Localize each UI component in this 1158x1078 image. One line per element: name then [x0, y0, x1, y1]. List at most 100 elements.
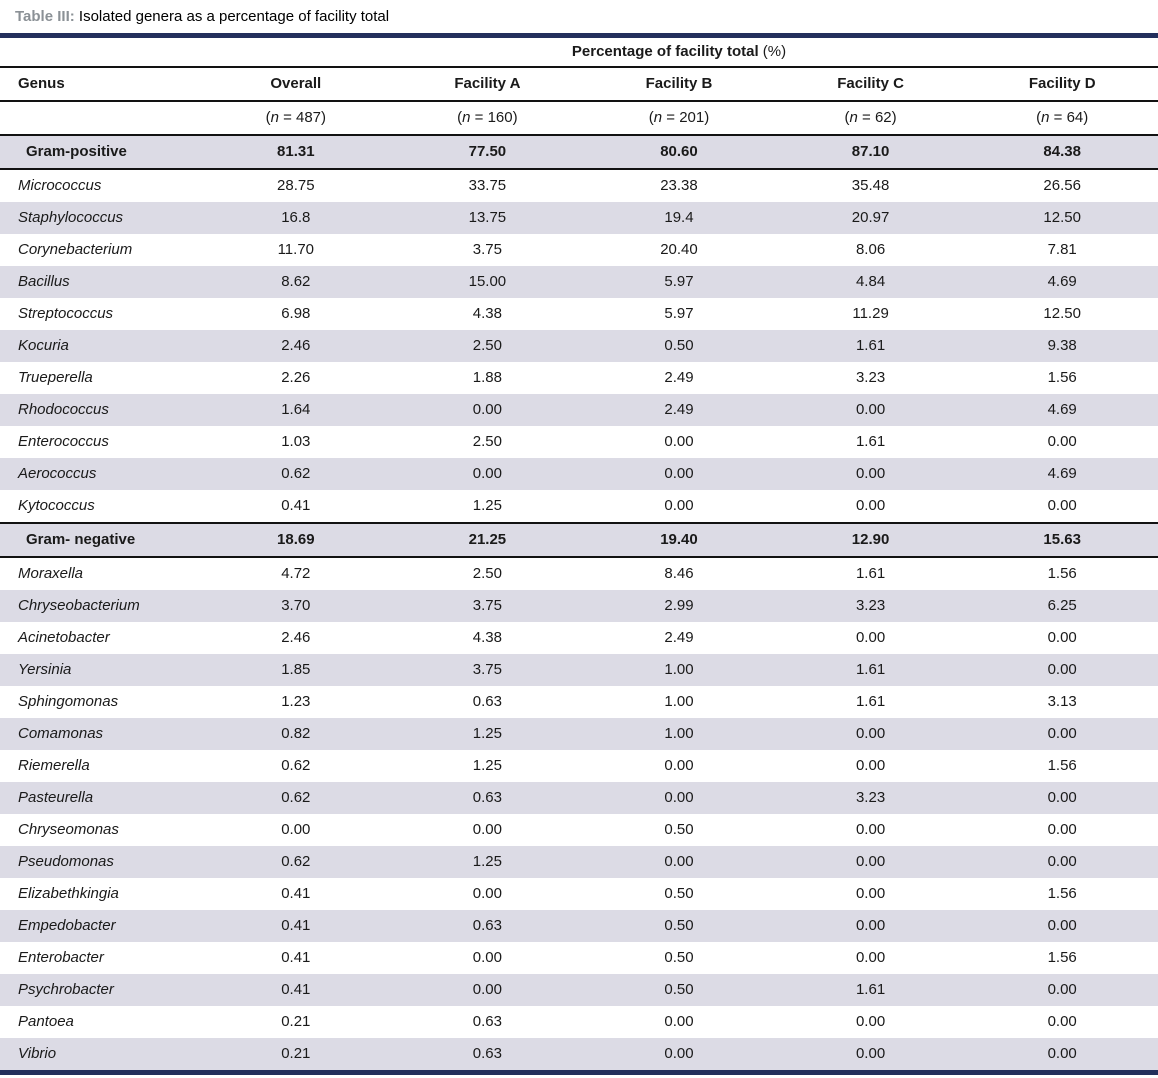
- section-name-cell: Gram- negative: [0, 522, 200, 558]
- value-cell: 0.00: [1047, 789, 1077, 806]
- value-cell: 0.50: [664, 337, 694, 354]
- column-header-genus: Genus: [0, 67, 200, 102]
- value-cell: 2.49: [664, 369, 694, 386]
- value-cell: 0.00: [281, 821, 311, 838]
- value-cell: 6.98: [281, 305, 311, 322]
- section-header-row: Gram- negative 18.69 21.25 19.40 12.90 15.63: [0, 522, 1158, 558]
- genus-name-cell: Vibrio: [18, 1045, 57, 1062]
- value-cell: 0.00: [664, 433, 694, 450]
- sample-count-cell: (n = 62): [774, 101, 967, 136]
- table-row: Vibrio 0.21 0.63 0.00 0.00 0.00: [0, 1038, 1158, 1073]
- value-cell: 3.75: [472, 597, 502, 614]
- table-row: Kytococcus 0.41 1.25 0.00 0.00 0.00: [0, 490, 1158, 523]
- sample-counts-row: (n = 487) (n = 160) (n = 201) (n = 62) (n = …: [0, 101, 1158, 136]
- genus-name-cell: Kytococcus: [18, 497, 95, 514]
- section-value-cell: 12.90: [774, 522, 967, 558]
- genus-name-cell: Chryseobacterium: [18, 597, 140, 614]
- column-header-facility-a: Facility A: [391, 67, 584, 102]
- table-body: Gram-positive 81.31 77.50 80.60 87.10 84.38 Mi…: [0, 134, 1158, 1073]
- value-cell: 1.03: [281, 433, 311, 450]
- value-cell: 1.56: [1047, 565, 1077, 582]
- value-cell: 0.00: [1047, 821, 1077, 838]
- value-cell: 0.00: [855, 1045, 886, 1062]
- table-row: Rhodococcus 1.64 0.00 2.49 0.00 4.69: [0, 394, 1158, 426]
- value-cell: 1.00: [664, 725, 694, 742]
- value-cell: 0.41: [281, 497, 311, 514]
- value-cell: 3.23: [855, 369, 886, 386]
- section-name-cell: Gram-positive: [0, 134, 200, 170]
- value-cell: 19.4: [664, 209, 694, 226]
- value-cell: 5.97: [664, 305, 694, 322]
- value-cell: 0.00: [855, 757, 886, 774]
- table-row: Elizabethkingia 0.41 0.00 0.50 0.00 1.56: [0, 878, 1158, 910]
- value-cell: 0.63: [472, 693, 502, 710]
- genus-name-cell: Kocuria: [18, 337, 69, 354]
- section-value-cell: 87.10: [774, 134, 967, 170]
- value-cell: 1.61: [855, 433, 886, 450]
- table-row: Pseudomonas 0.62 1.25 0.00 0.00 0.00: [0, 846, 1158, 878]
- table-row: Riemerella 0.62 1.25 0.00 0.00 1.56: [0, 750, 1158, 782]
- value-cell: 2.49: [664, 629, 694, 646]
- value-cell: 0.00: [1047, 661, 1077, 678]
- value-cell: 0.62: [281, 757, 311, 774]
- section-value-cell: 19.40: [583, 522, 775, 558]
- column-header-row: Genus Overall Facility A Facility B Faci…: [0, 67, 1158, 102]
- value-cell: 23.38: [660, 177, 698, 194]
- section-value-cell: 21.25: [391, 522, 584, 558]
- genus-name-cell: Comamonas: [18, 725, 104, 742]
- table-row: Psychrobacter 0.41 0.00 0.50 1.61 0.00: [0, 974, 1158, 1006]
- sample-count-cell: (n = 64): [966, 101, 1158, 136]
- value-cell: 0.00: [855, 401, 886, 418]
- genus-name-cell: Psychrobacter: [18, 981, 114, 998]
- value-cell: 1.85: [281, 661, 311, 678]
- value-cell: 11.29: [852, 305, 889, 322]
- genus-name-cell: Aerococcus: [18, 465, 97, 482]
- spanner-row: Percentage of facility total (%): [0, 35, 1158, 68]
- value-cell: 3.75: [472, 661, 502, 678]
- value-cell: 5.97: [664, 273, 694, 290]
- spanner-empty-cell: [0, 35, 200, 68]
- value-cell: 0.00: [664, 1013, 694, 1030]
- table-row: Enterobacter 0.41 0.00 0.50 0.00 1.56: [0, 942, 1158, 974]
- value-cell: 0.00: [472, 465, 502, 482]
- value-cell: 7.81: [1047, 241, 1077, 258]
- value-cell: 1.23: [281, 693, 311, 710]
- value-cell: 26.56: [1043, 177, 1081, 194]
- value-cell: 1.56: [1047, 885, 1077, 902]
- value-cell: 1.25: [472, 757, 502, 774]
- value-cell: 0.82: [281, 725, 311, 742]
- genus-name-cell: Staphylococcus: [18, 209, 124, 226]
- value-cell: 0.21: [281, 1013, 311, 1030]
- table-row: Streptococcus 6.98 4.38 5.97 11.29 12.50: [0, 298, 1158, 330]
- counts-empty-cell: [0, 101, 200, 136]
- value-cell: 3.13: [1047, 693, 1077, 710]
- table-row: Comamonas 0.82 1.25 1.00 0.00 0.00: [0, 718, 1158, 750]
- value-cell: 2.26: [281, 369, 311, 386]
- value-cell: 2.50: [472, 337, 502, 354]
- sample-count-cell: (n = 201): [583, 101, 775, 136]
- value-cell: 2.99: [664, 597, 694, 614]
- value-cell: 3.23: [855, 597, 886, 614]
- table-row: Trueperella 2.26 1.88 2.49 3.23 1.56: [0, 362, 1158, 394]
- value-cell: 0.00: [664, 497, 694, 514]
- value-cell: 2.49: [664, 401, 694, 418]
- value-cell: 0.41: [281, 981, 311, 998]
- value-cell: 4.69: [1047, 401, 1077, 418]
- spanner-unit: (%): [758, 43, 787, 60]
- value-cell: 0.00: [1047, 853, 1077, 870]
- value-cell: 12.50: [1043, 305, 1081, 322]
- value-cell: 1.61: [855, 981, 886, 998]
- value-cell: 4.38: [472, 629, 502, 646]
- genus-name-cell: Enterococcus: [18, 433, 109, 450]
- section-value-cell: 15.63: [966, 522, 1158, 558]
- column-header-facility-c: Facility C: [774, 67, 967, 102]
- value-cell: 0.50: [664, 821, 694, 838]
- section-value-cell: 81.31: [200, 134, 392, 170]
- table-row: Bacillus 8.62 15.00 5.97 4.84 4.69: [0, 266, 1158, 298]
- sample-count-cell: (n = 160): [391, 101, 584, 136]
- value-cell: 1.25: [472, 725, 502, 742]
- value-cell: 0.00: [855, 1013, 886, 1030]
- value-cell: 0.00: [1047, 433, 1077, 450]
- genus-name-cell: Pseudomonas: [18, 853, 114, 870]
- value-cell: 11.70: [277, 241, 315, 258]
